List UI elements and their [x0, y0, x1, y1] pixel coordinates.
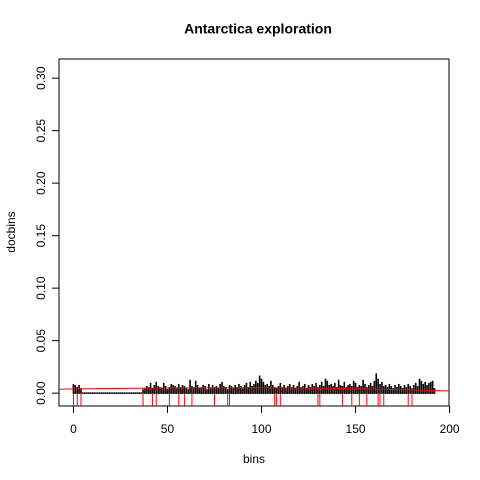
x-tick-label: 0	[70, 422, 77, 436]
y-tick-label: 0.20	[34, 171, 48, 195]
x-tick-label: 150	[346, 422, 366, 436]
y-axis-label: docbins	[4, 211, 18, 252]
y-tick-label: 0.30	[34, 66, 48, 90]
y-tick-label: 0.00	[34, 381, 48, 405]
trend-line	[58, 387, 450, 392]
y-tick-label: 0.10	[34, 276, 48, 300]
x-axis-label: bins	[243, 452, 265, 466]
x-tick-label: 50	[161, 422, 175, 436]
y-tick-label: 0.25	[34, 119, 48, 143]
chart-title: Antarctica exploration	[184, 21, 332, 37]
x-tick-label: 200	[440, 422, 460, 436]
x-tick-label: 100	[252, 422, 272, 436]
plot-frame	[58, 58, 450, 407]
y-tick-label: 0.15	[34, 224, 48, 248]
y-tick-label: 0.05	[34, 329, 48, 353]
